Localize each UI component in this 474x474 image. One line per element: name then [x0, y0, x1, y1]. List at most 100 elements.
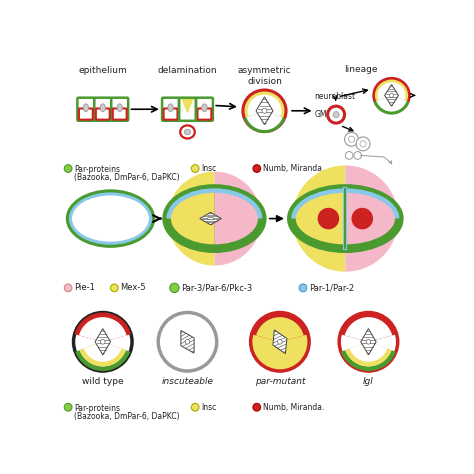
- Polygon shape: [200, 212, 221, 225]
- Wedge shape: [374, 95, 410, 115]
- Ellipse shape: [375, 80, 408, 111]
- Text: delamination: delamination: [158, 66, 217, 75]
- Ellipse shape: [207, 218, 214, 219]
- Text: Mex-5: Mex-5: [120, 283, 146, 292]
- Text: GMC: GMC: [315, 110, 332, 119]
- Ellipse shape: [83, 104, 89, 111]
- Circle shape: [354, 152, 362, 159]
- Polygon shape: [384, 84, 399, 106]
- Ellipse shape: [278, 339, 282, 344]
- Text: (Bazooka, DmPar-6, DaPKC): (Bazooka, DmPar-6, DaPKC): [74, 412, 180, 421]
- Ellipse shape: [100, 339, 105, 344]
- Circle shape: [346, 152, 353, 159]
- Text: lineage: lineage: [344, 64, 377, 73]
- Ellipse shape: [168, 104, 173, 111]
- Text: par-mutant: par-mutant: [255, 377, 305, 386]
- Text: epithelium: epithelium: [78, 66, 127, 75]
- Circle shape: [329, 108, 343, 121]
- Wedge shape: [341, 342, 396, 371]
- Text: P1: P1: [356, 257, 370, 267]
- Text: Par-proteins: Par-proteins: [74, 165, 120, 174]
- Wedge shape: [345, 342, 392, 366]
- Wedge shape: [376, 95, 407, 111]
- Wedge shape: [345, 317, 392, 342]
- Circle shape: [345, 132, 358, 146]
- Wedge shape: [75, 342, 130, 371]
- Ellipse shape: [366, 339, 371, 344]
- Wedge shape: [246, 111, 283, 130]
- Text: asymmetric
division: asymmetric division: [237, 66, 292, 85]
- Circle shape: [348, 136, 355, 142]
- Wedge shape: [292, 165, 346, 272]
- Text: Par-proteins: Par-proteins: [74, 404, 120, 413]
- Circle shape: [299, 284, 307, 292]
- Text: Insc: Insc: [201, 164, 217, 173]
- Ellipse shape: [241, 89, 288, 133]
- Wedge shape: [79, 317, 127, 342]
- Wedge shape: [244, 111, 285, 133]
- Wedge shape: [345, 342, 392, 366]
- Wedge shape: [340, 312, 397, 342]
- Wedge shape: [84, 342, 122, 362]
- FancyBboxPatch shape: [94, 98, 111, 121]
- Circle shape: [326, 105, 346, 125]
- Ellipse shape: [245, 91, 284, 130]
- Text: AB: AB: [320, 257, 335, 267]
- Ellipse shape: [69, 192, 152, 245]
- Text: wild type: wild type: [82, 377, 124, 386]
- Circle shape: [64, 164, 72, 173]
- Polygon shape: [181, 330, 194, 353]
- Polygon shape: [95, 328, 110, 355]
- Ellipse shape: [117, 104, 122, 111]
- Circle shape: [170, 283, 179, 292]
- Ellipse shape: [372, 77, 411, 114]
- Wedge shape: [80, 342, 126, 366]
- Wedge shape: [256, 317, 304, 342]
- Circle shape: [110, 284, 118, 292]
- Ellipse shape: [247, 95, 282, 127]
- Polygon shape: [182, 99, 193, 112]
- Ellipse shape: [185, 339, 190, 344]
- Text: lgl: lgl: [363, 377, 374, 386]
- Ellipse shape: [378, 82, 405, 109]
- Wedge shape: [80, 342, 126, 366]
- Wedge shape: [346, 165, 399, 272]
- Ellipse shape: [100, 104, 106, 111]
- FancyBboxPatch shape: [162, 98, 179, 121]
- Polygon shape: [273, 330, 287, 354]
- Circle shape: [318, 208, 339, 229]
- Text: Numb, Miranda.: Numb, Miranda.: [263, 403, 324, 412]
- Text: Insc: Insc: [201, 403, 217, 412]
- Wedge shape: [214, 172, 261, 265]
- Circle shape: [191, 403, 199, 411]
- Wedge shape: [167, 172, 214, 265]
- FancyBboxPatch shape: [77, 98, 94, 121]
- Circle shape: [339, 312, 398, 371]
- Polygon shape: [256, 97, 273, 125]
- Circle shape: [64, 284, 72, 292]
- Circle shape: [253, 403, 261, 411]
- Text: Par-3/Par-6/Pkc-3: Par-3/Par-6/Pkc-3: [182, 283, 253, 292]
- Circle shape: [64, 403, 72, 411]
- Ellipse shape: [164, 186, 264, 251]
- Wedge shape: [252, 312, 308, 342]
- Text: Pie-1: Pie-1: [74, 283, 95, 292]
- Ellipse shape: [184, 129, 191, 135]
- FancyBboxPatch shape: [196, 98, 213, 121]
- Ellipse shape: [182, 127, 194, 137]
- Circle shape: [73, 312, 132, 371]
- Text: neuroblast: neuroblast: [315, 92, 356, 101]
- Ellipse shape: [289, 186, 401, 251]
- Wedge shape: [74, 312, 131, 342]
- Circle shape: [360, 141, 366, 147]
- Ellipse shape: [66, 189, 155, 248]
- Circle shape: [251, 312, 309, 371]
- Text: inscuteable: inscuteable: [162, 377, 213, 386]
- Ellipse shape: [262, 108, 267, 113]
- Ellipse shape: [390, 93, 393, 97]
- Text: Par-1/Par-2: Par-1/Par-2: [309, 283, 354, 292]
- Circle shape: [253, 164, 261, 173]
- Circle shape: [333, 111, 339, 118]
- Text: Numb, Miranda.: Numb, Miranda.: [263, 164, 324, 173]
- Circle shape: [191, 164, 199, 173]
